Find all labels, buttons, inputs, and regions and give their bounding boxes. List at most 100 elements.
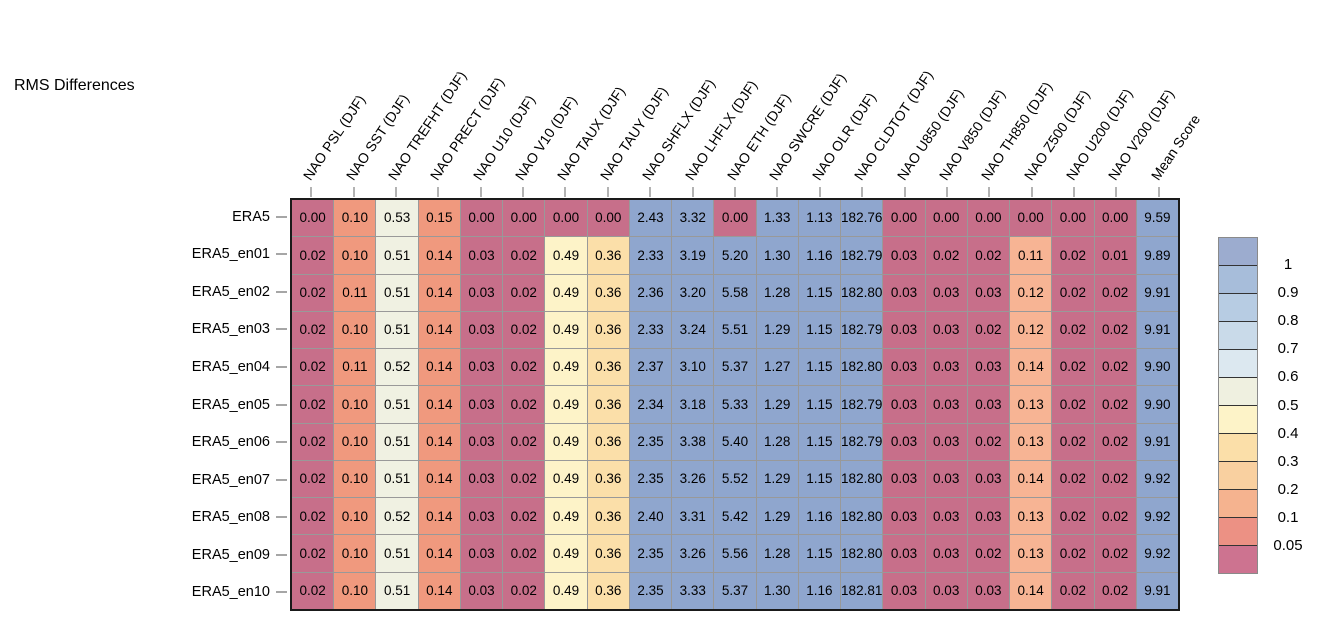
heatmap-cell: 9.59	[1136, 200, 1178, 237]
cell-value: 0.36	[595, 583, 622, 599]
cell-value: 0.02	[975, 545, 1002, 561]
column-tick	[691, 187, 694, 197]
heatmap-cell: 1.29	[756, 498, 798, 535]
cell-value: 2.33	[637, 247, 664, 263]
cell-value: 0.02	[510, 396, 537, 412]
legend-color-block	[1219, 461, 1257, 489]
heatmap-cell: 1.15	[798, 349, 841, 386]
cell-value: 0.02	[1059, 359, 1087, 375]
cell-value: 0.02	[1101, 396, 1129, 412]
heatmap-cell: 0.03	[460, 535, 503, 572]
heatmap-cell: 182.79	[841, 423, 883, 460]
heatmap-cell: 0.02	[503, 572, 545, 609]
heatmap-cell: 1.15	[798, 460, 841, 498]
cell-value: 0.02	[299, 434, 326, 450]
cell-value: 0.02	[299, 545, 326, 561]
cell-value: 0.49	[552, 545, 580, 561]
legend-color-block	[1219, 349, 1257, 377]
cell-value: 0.02	[1059, 284, 1087, 300]
heatmap-cell: 0.15	[418, 200, 460, 237]
cell-value: 1.27	[764, 359, 791, 375]
cell-value: 0.03	[890, 508, 918, 524]
heatmap-cell: 0.52	[376, 349, 418, 386]
heatmap-cell: 0.49	[545, 349, 587, 386]
cell-value: 9.91	[1144, 583, 1171, 599]
heatmap-cell: 0.02	[503, 386, 545, 423]
cell-value: 182.80	[841, 508, 883, 524]
cell-value: 0.49	[552, 471, 580, 487]
heatmap-cell: 0.03	[883, 386, 925, 423]
cell-value: 0.10	[341, 471, 368, 487]
legend-tick-label: 0.6	[1277, 368, 1299, 386]
heatmap-cell: 0.02	[967, 535, 1010, 572]
heatmap-cell: 3.20	[672, 274, 714, 311]
heatmap-cell: 1.15	[798, 423, 841, 460]
heatmap-cell: 1.16	[798, 237, 841, 274]
column-tick	[776, 187, 779, 197]
heatmap-cell: 0.10	[334, 535, 376, 572]
cell-value: 0.02	[510, 284, 537, 300]
row-tick	[276, 290, 287, 293]
cell-value: 0.51	[383, 247, 411, 263]
cell-value: 0.11	[342, 284, 368, 300]
cell-value: 1.16	[806, 247, 833, 263]
heatmap-cell: 0.03	[925, 572, 967, 609]
cell-value: 5.33	[721, 396, 749, 412]
cell-value: 0.10	[341, 434, 368, 450]
cell-value: 0.13	[1017, 396, 1044, 412]
heatmap-cell: 3.26	[672, 535, 714, 572]
row-label: ERA5	[232, 208, 270, 225]
heatmap-cell: 0.52	[376, 498, 418, 535]
heatmap-cell: 0.49	[545, 311, 587, 349]
heatmap-cell: 1.15	[798, 535, 841, 572]
cell-value: 0.03	[933, 322, 960, 338]
heatmap-cell: 1.15	[798, 274, 841, 311]
cell-value: 0.14	[426, 322, 453, 338]
heatmap-cell: 0.36	[587, 349, 629, 386]
cell-value: 9.59	[1144, 210, 1171, 226]
heatmap-cell: 0.13	[1010, 423, 1052, 460]
heatmap-cell: 182.76	[841, 200, 883, 237]
cell-value: 0.03	[468, 396, 495, 412]
heatmap-cell: 0.00	[883, 200, 925, 237]
heatmap-cell: 0.02	[1094, 349, 1136, 386]
column-tick	[903, 187, 906, 197]
cell-value: 0.02	[1101, 322, 1129, 338]
legend-color-block	[1219, 293, 1257, 321]
heatmap-cell: 0.03	[925, 423, 967, 460]
heatmap-cell: 0.36	[587, 460, 629, 498]
cell-value: 0.12	[1017, 322, 1044, 338]
cell-value: 1.33	[764, 210, 791, 226]
heatmap-cell: 5.42	[714, 498, 756, 535]
cell-value: 0.02	[1059, 434, 1087, 450]
column-tick	[734, 187, 736, 197]
cell-value: 0.02	[975, 322, 1002, 338]
heatmap-cell: 0.10	[334, 460, 376, 498]
cell-value: 3.26	[679, 471, 706, 487]
heatmap-cell: 0.02	[503, 460, 545, 498]
cell-value: 0.02	[1101, 583, 1129, 599]
heatmap-cell: 0.11	[334, 349, 376, 386]
heatmap-cell: 0.51	[376, 311, 418, 349]
heatmap-cell: 0.10	[334, 311, 376, 349]
row-label: ERA5_en03	[191, 321, 270, 338]
heatmap-cell: 0.02	[292, 274, 334, 311]
cell-value: 1.16	[806, 508, 833, 524]
cell-value: 0.00	[552, 210, 580, 226]
cell-value: 0.03	[468, 545, 495, 561]
cell-value: 9.92	[1144, 545, 1171, 561]
cell-value: 182.80	[841, 545, 883, 561]
cell-value: 0.14	[426, 583, 453, 599]
cell-value: 2.35	[637, 545, 664, 561]
heatmap-cell: 0.13	[1010, 386, 1052, 423]
cell-value: 1.29	[764, 471, 791, 487]
heatmap-cell: 1.16	[798, 498, 841, 535]
cell-value: 9.90	[1144, 359, 1171, 375]
cell-value: 0.36	[595, 359, 622, 375]
cell-value: 0.02	[299, 583, 326, 599]
heatmap-cell: 0.10	[334, 200, 376, 237]
heatmap-cell: 0.14	[418, 349, 460, 386]
cell-value: 182.79	[841, 434, 883, 450]
heatmap-cell: 5.40	[714, 423, 756, 460]
heatmap-cell: 0.02	[1052, 386, 1094, 423]
